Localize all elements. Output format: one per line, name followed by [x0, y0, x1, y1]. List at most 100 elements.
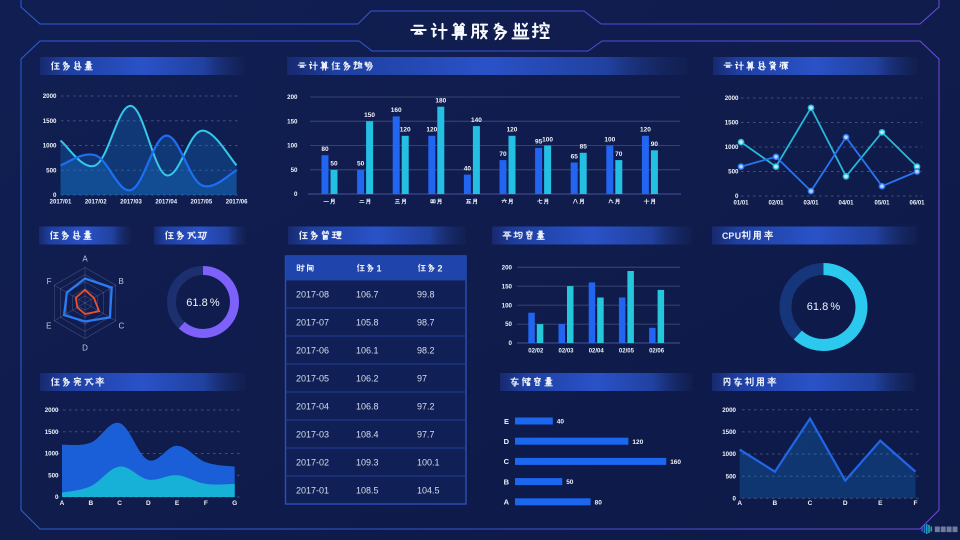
svg-text:C: C	[808, 500, 813, 507]
svg-text:1500: 1500	[722, 429, 736, 436]
svg-text:100: 100	[604, 136, 615, 143]
svg-text:100: 100	[542, 136, 553, 143]
svg-text:80: 80	[321, 146, 329, 153]
svg-text:70: 70	[499, 151, 507, 158]
svg-text:2017-08: 2017-08	[296, 290, 329, 300]
svg-text:50: 50	[291, 167, 298, 174]
svg-text:180: 180	[435, 98, 446, 105]
svg-text:2017-04: 2017-04	[296, 402, 329, 412]
svg-text:D: D	[504, 437, 510, 446]
svg-text:04/01: 04/01	[838, 201, 854, 207]
svg-text:1500: 1500	[725, 120, 739, 127]
svg-text:2017/03: 2017/03	[120, 200, 142, 206]
svg-text:0: 0	[53, 192, 57, 199]
svg-text:95: 95	[535, 139, 543, 146]
svg-text:2017-05: 2017-05	[296, 374, 329, 384]
svg-text:C: C	[119, 322, 125, 331]
svg-text:500: 500	[46, 167, 57, 174]
svg-text:150: 150	[502, 283, 513, 290]
svg-text:E: E	[175, 500, 180, 507]
svg-text:E: E	[504, 417, 509, 426]
svg-text:02/02: 02/02	[528, 349, 544, 355]
svg-text:D: D	[843, 500, 848, 507]
svg-text:1000: 1000	[45, 451, 59, 458]
svg-text:2017-03: 2017-03	[296, 430, 329, 440]
svg-text:200: 200	[502, 264, 513, 271]
svg-text:0: 0	[55, 494, 59, 501]
svg-text:2000: 2000	[725, 95, 739, 102]
svg-text:2017/06: 2017/06	[226, 200, 248, 206]
svg-text:02/06: 02/06	[649, 349, 665, 355]
svg-text:70: 70	[615, 151, 623, 158]
svg-text:50: 50	[566, 479, 574, 486]
svg-text:0: 0	[294, 191, 298, 198]
svg-text:B: B	[504, 477, 510, 486]
svg-text:120: 120	[426, 127, 437, 134]
svg-text:50: 50	[357, 161, 365, 168]
svg-text:85: 85	[580, 144, 588, 151]
svg-text:2017-02: 2017-02	[296, 458, 329, 468]
svg-text:2000: 2000	[45, 407, 59, 414]
svg-text:200: 200	[287, 94, 298, 101]
svg-text:160: 160	[670, 459, 681, 466]
svg-text:P: P	[728, 231, 734, 241]
svg-text:2017-01: 2017-01	[296, 486, 329, 496]
svg-text:0: 0	[509, 340, 513, 347]
svg-text:B: B	[119, 277, 124, 286]
svg-text:97.7: 97.7	[417, 430, 435, 440]
svg-text:98.2: 98.2	[417, 346, 435, 356]
svg-text:150: 150	[364, 112, 375, 119]
svg-text:120: 120	[400, 127, 411, 134]
svg-text:E: E	[46, 322, 51, 331]
svg-text:2017-07: 2017-07	[296, 318, 329, 328]
svg-text:160: 160	[391, 107, 402, 114]
svg-text:106.8: 106.8	[356, 402, 379, 412]
svg-text:02/04: 02/04	[589, 349, 605, 355]
svg-text:98.7: 98.7	[417, 318, 435, 328]
svg-text:F: F	[204, 500, 208, 507]
svg-text:105.8: 105.8	[356, 318, 379, 328]
svg-text:120: 120	[632, 439, 643, 446]
svg-text:97.2: 97.2	[417, 402, 435, 412]
svg-text:C: C	[504, 457, 510, 466]
svg-text:120: 120	[640, 127, 651, 134]
svg-text:97: 97	[417, 374, 427, 384]
svg-text:106.1: 106.1	[356, 346, 379, 356]
svg-text:F: F	[47, 277, 52, 286]
svg-text:02/01: 02/01	[768, 201, 784, 207]
svg-text:106.2: 106.2	[356, 374, 379, 384]
svg-text:108.5: 108.5	[356, 486, 379, 496]
svg-text:90: 90	[651, 141, 659, 148]
svg-text:D: D	[146, 500, 151, 507]
svg-text:50: 50	[505, 321, 512, 328]
svg-text:2: 2	[438, 264, 443, 274]
svg-text:1500: 1500	[43, 118, 57, 125]
svg-text:0: 0	[733, 496, 737, 503]
svg-text:02/03: 02/03	[558, 349, 574, 355]
svg-text:A: A	[737, 500, 742, 507]
svg-text:02/05: 02/05	[619, 349, 635, 355]
svg-text:B: B	[88, 500, 93, 507]
svg-text:120: 120	[507, 127, 518, 134]
svg-text:C: C	[722, 231, 729, 241]
svg-text:140: 140	[471, 117, 482, 124]
svg-text:2017/02: 2017/02	[85, 200, 107, 206]
svg-text:A: A	[60, 500, 65, 507]
svg-text:C: C	[117, 500, 122, 507]
svg-text:500: 500	[48, 472, 59, 479]
svg-text:40: 40	[464, 165, 472, 172]
svg-text:2017-06: 2017-06	[296, 346, 329, 356]
svg-text:2000: 2000	[43, 93, 57, 100]
svg-text:D: D	[82, 344, 88, 353]
svg-text:61.8 %: 61.8 %	[807, 301, 841, 313]
svg-text:108.4: 108.4	[356, 430, 379, 440]
svg-text:1000: 1000	[725, 144, 739, 151]
svg-text:1500: 1500	[45, 429, 59, 436]
svg-text:G: G	[232, 500, 237, 507]
svg-text:01/01: 01/01	[733, 201, 749, 207]
svg-text:106.7: 106.7	[356, 290, 379, 300]
svg-text:65: 65	[571, 153, 579, 160]
svg-text:05/01: 05/01	[874, 201, 890, 207]
svg-text:99.8: 99.8	[417, 290, 435, 300]
svg-text:2017/01: 2017/01	[50, 200, 72, 206]
